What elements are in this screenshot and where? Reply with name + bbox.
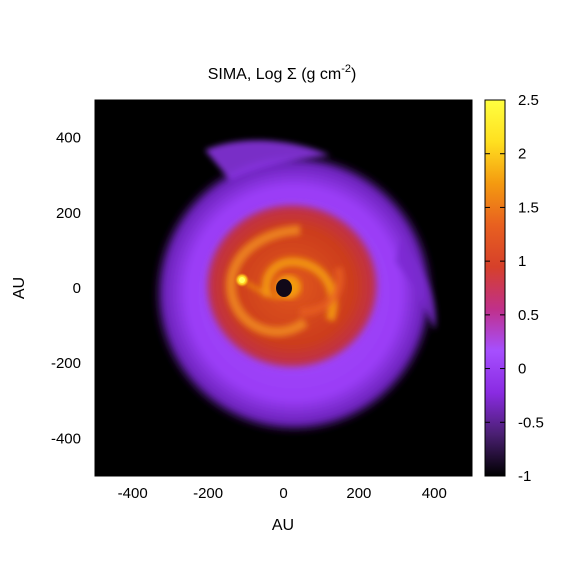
colorbar-tick-label: 1.5	[518, 199, 539, 216]
y-axis-ticks: -400 -200 0 200 400	[51, 130, 472, 447]
plot-area	[95, 100, 472, 476]
y-tick-label: -200	[51, 355, 81, 372]
spiral-arms	[226, 225, 344, 337]
colorbar-tick-label: -1	[518, 468, 531, 485]
x-tick-label: 400	[422, 485, 447, 502]
y-tick-label: -400	[51, 430, 81, 447]
colorbar-tick-label: 0.5	[518, 307, 539, 324]
y-axis-label: AU	[11, 277, 28, 299]
chart-title: SIMA, Log Σ (g cm-2)	[208, 63, 357, 83]
x-tick-label: 200	[346, 485, 371, 502]
y-tick-label: 0	[73, 280, 81, 297]
x-axis-ticks: -400 -200 0 200 400	[118, 100, 447, 502]
colorbar-ticks: -1 -0.5 0 0.5 1 1.5 2 2.5	[485, 92, 544, 485]
x-tick-label: 0	[279, 485, 287, 502]
x-axis-label: AU	[272, 517, 294, 534]
colorbar-tick-label: 1	[518, 253, 526, 270]
y-tick-label: 200	[56, 205, 81, 222]
colorbar-tick-label: 0	[518, 361, 526, 378]
title-superscript: -2	[341, 63, 351, 75]
planet-marker	[235, 273, 249, 287]
colorbar: -1 -0.5 0 0.5 1 1.5 2 2.5	[484, 92, 544, 485]
y-tick-label: 400	[56, 130, 81, 147]
x-tick-label: -200	[193, 485, 223, 502]
colorbar-gradient	[484, 99, 506, 477]
colorbar-tick-label: 2	[518, 146, 526, 163]
x-tick-label: -400	[118, 485, 148, 502]
central-cavity	[275, 275, 301, 299]
colorbar-tick-label: 2.5	[518, 92, 539, 109]
colorbar-tick-label: -0.5	[518, 414, 544, 431]
